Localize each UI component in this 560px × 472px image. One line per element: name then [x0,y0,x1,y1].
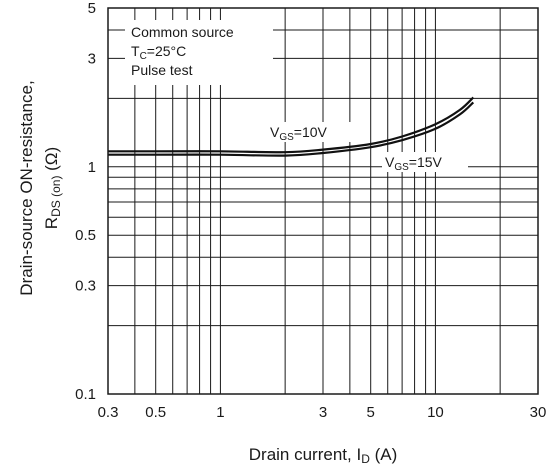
x-tick-label: 0.3 [98,404,119,421]
y-tick-label: 5 [88,0,96,17]
plot-frame [107,7,539,395]
conditions-box [125,20,273,85]
y-tick-label: 0.5 [75,227,96,244]
y-axis-title-line1: Drain-source ON-resistance, [17,80,36,295]
curve-label-bg [382,152,468,172]
y-axis-title-line2: RDS (on) (Ω) [42,147,63,229]
x-tick-label: 30 [530,404,547,421]
x-tick-label: 10 [427,404,444,421]
axis-titles: Drain current, ID (A) Drain-source ON-res… [17,80,397,466]
x-tick-label: 3 [319,404,327,421]
curve-label: VGS=15V [385,154,443,173]
y-tick-label: 0.3 [75,278,96,295]
x-tick-label: 1 [216,404,224,421]
series-line-vgs-15v [107,101,475,157]
curve-label: VGS=10V [270,124,328,143]
x-tick-label: 0.5 [145,404,166,421]
condition-text: Pulse test [131,62,193,78]
y-tick-label: 3 [88,50,96,67]
condition-text: Common source [131,24,234,40]
curves [107,96,475,157]
y-tick-label: 1 [88,159,96,176]
condition-text: TC=25°C [131,43,186,62]
x-tick-label: 5 [367,404,375,421]
series-line-vgs-10v [108,96,475,154]
x-axis-title: Drain current, ID (A) [249,445,398,466]
curve-label-bg [267,122,353,142]
y-tick-label: 0.1 [75,386,96,403]
